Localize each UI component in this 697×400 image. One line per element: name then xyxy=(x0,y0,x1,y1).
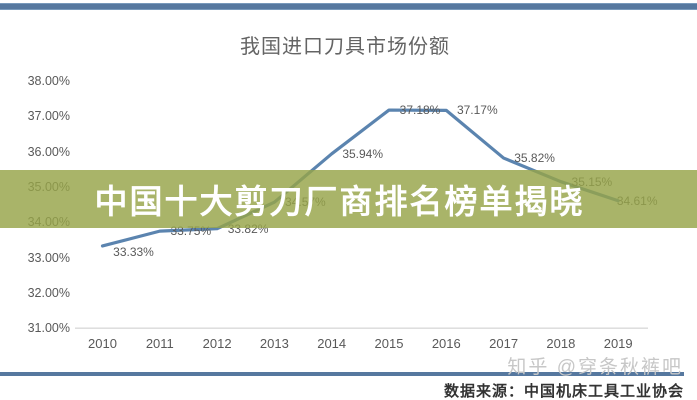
x-tick-label: 2014 xyxy=(317,336,347,351)
bottom-border-line xyxy=(0,372,684,376)
market-share-line xyxy=(100,108,620,248)
y-tick-label: 32.00% xyxy=(27,285,70,300)
headline-banner: 中国十大剪刀厂商排名榜单揭晓 xyxy=(0,170,697,228)
y-tick-label: 38.00% xyxy=(27,74,70,89)
data-source-text: 数据来源：中国机床工具工业协会 xyxy=(443,383,684,400)
top-border-line xyxy=(0,3,697,10)
y-tick-label: 31.00% xyxy=(27,321,70,336)
y-tick-label: 36.00% xyxy=(27,144,70,159)
point-label: 37.17% xyxy=(456,103,498,118)
y-tick-label: 37.00% xyxy=(27,109,70,124)
x-tick-label: 2013 xyxy=(259,336,289,351)
chart-title: 我国进口刀具市场份额 xyxy=(240,36,450,58)
point-label: 35.94% xyxy=(342,146,384,161)
x-tick-label: 2017 xyxy=(489,336,519,351)
x-tick-label: 2010 xyxy=(88,336,117,351)
point-label: 33.33% xyxy=(113,244,154,259)
x-tick-label: 2011 xyxy=(145,336,174,351)
x-tick-label: 2012 xyxy=(202,336,232,351)
y-tick-label: 33.00% xyxy=(27,250,70,265)
point-label: 35.82% xyxy=(514,151,555,166)
x-tick-label: 2015 xyxy=(374,336,404,351)
x-tick-label: 2018 xyxy=(546,336,576,351)
x-tick-label: 2016 xyxy=(431,336,461,351)
headline-text: 中国十大剪刀厂商排名榜单揭晓 xyxy=(94,183,585,220)
point-label: 37.18% xyxy=(399,103,441,118)
x-tick-label: 2019 xyxy=(603,336,633,351)
watermark-text: 知乎 @穿条秋裤吧 xyxy=(507,357,683,378)
